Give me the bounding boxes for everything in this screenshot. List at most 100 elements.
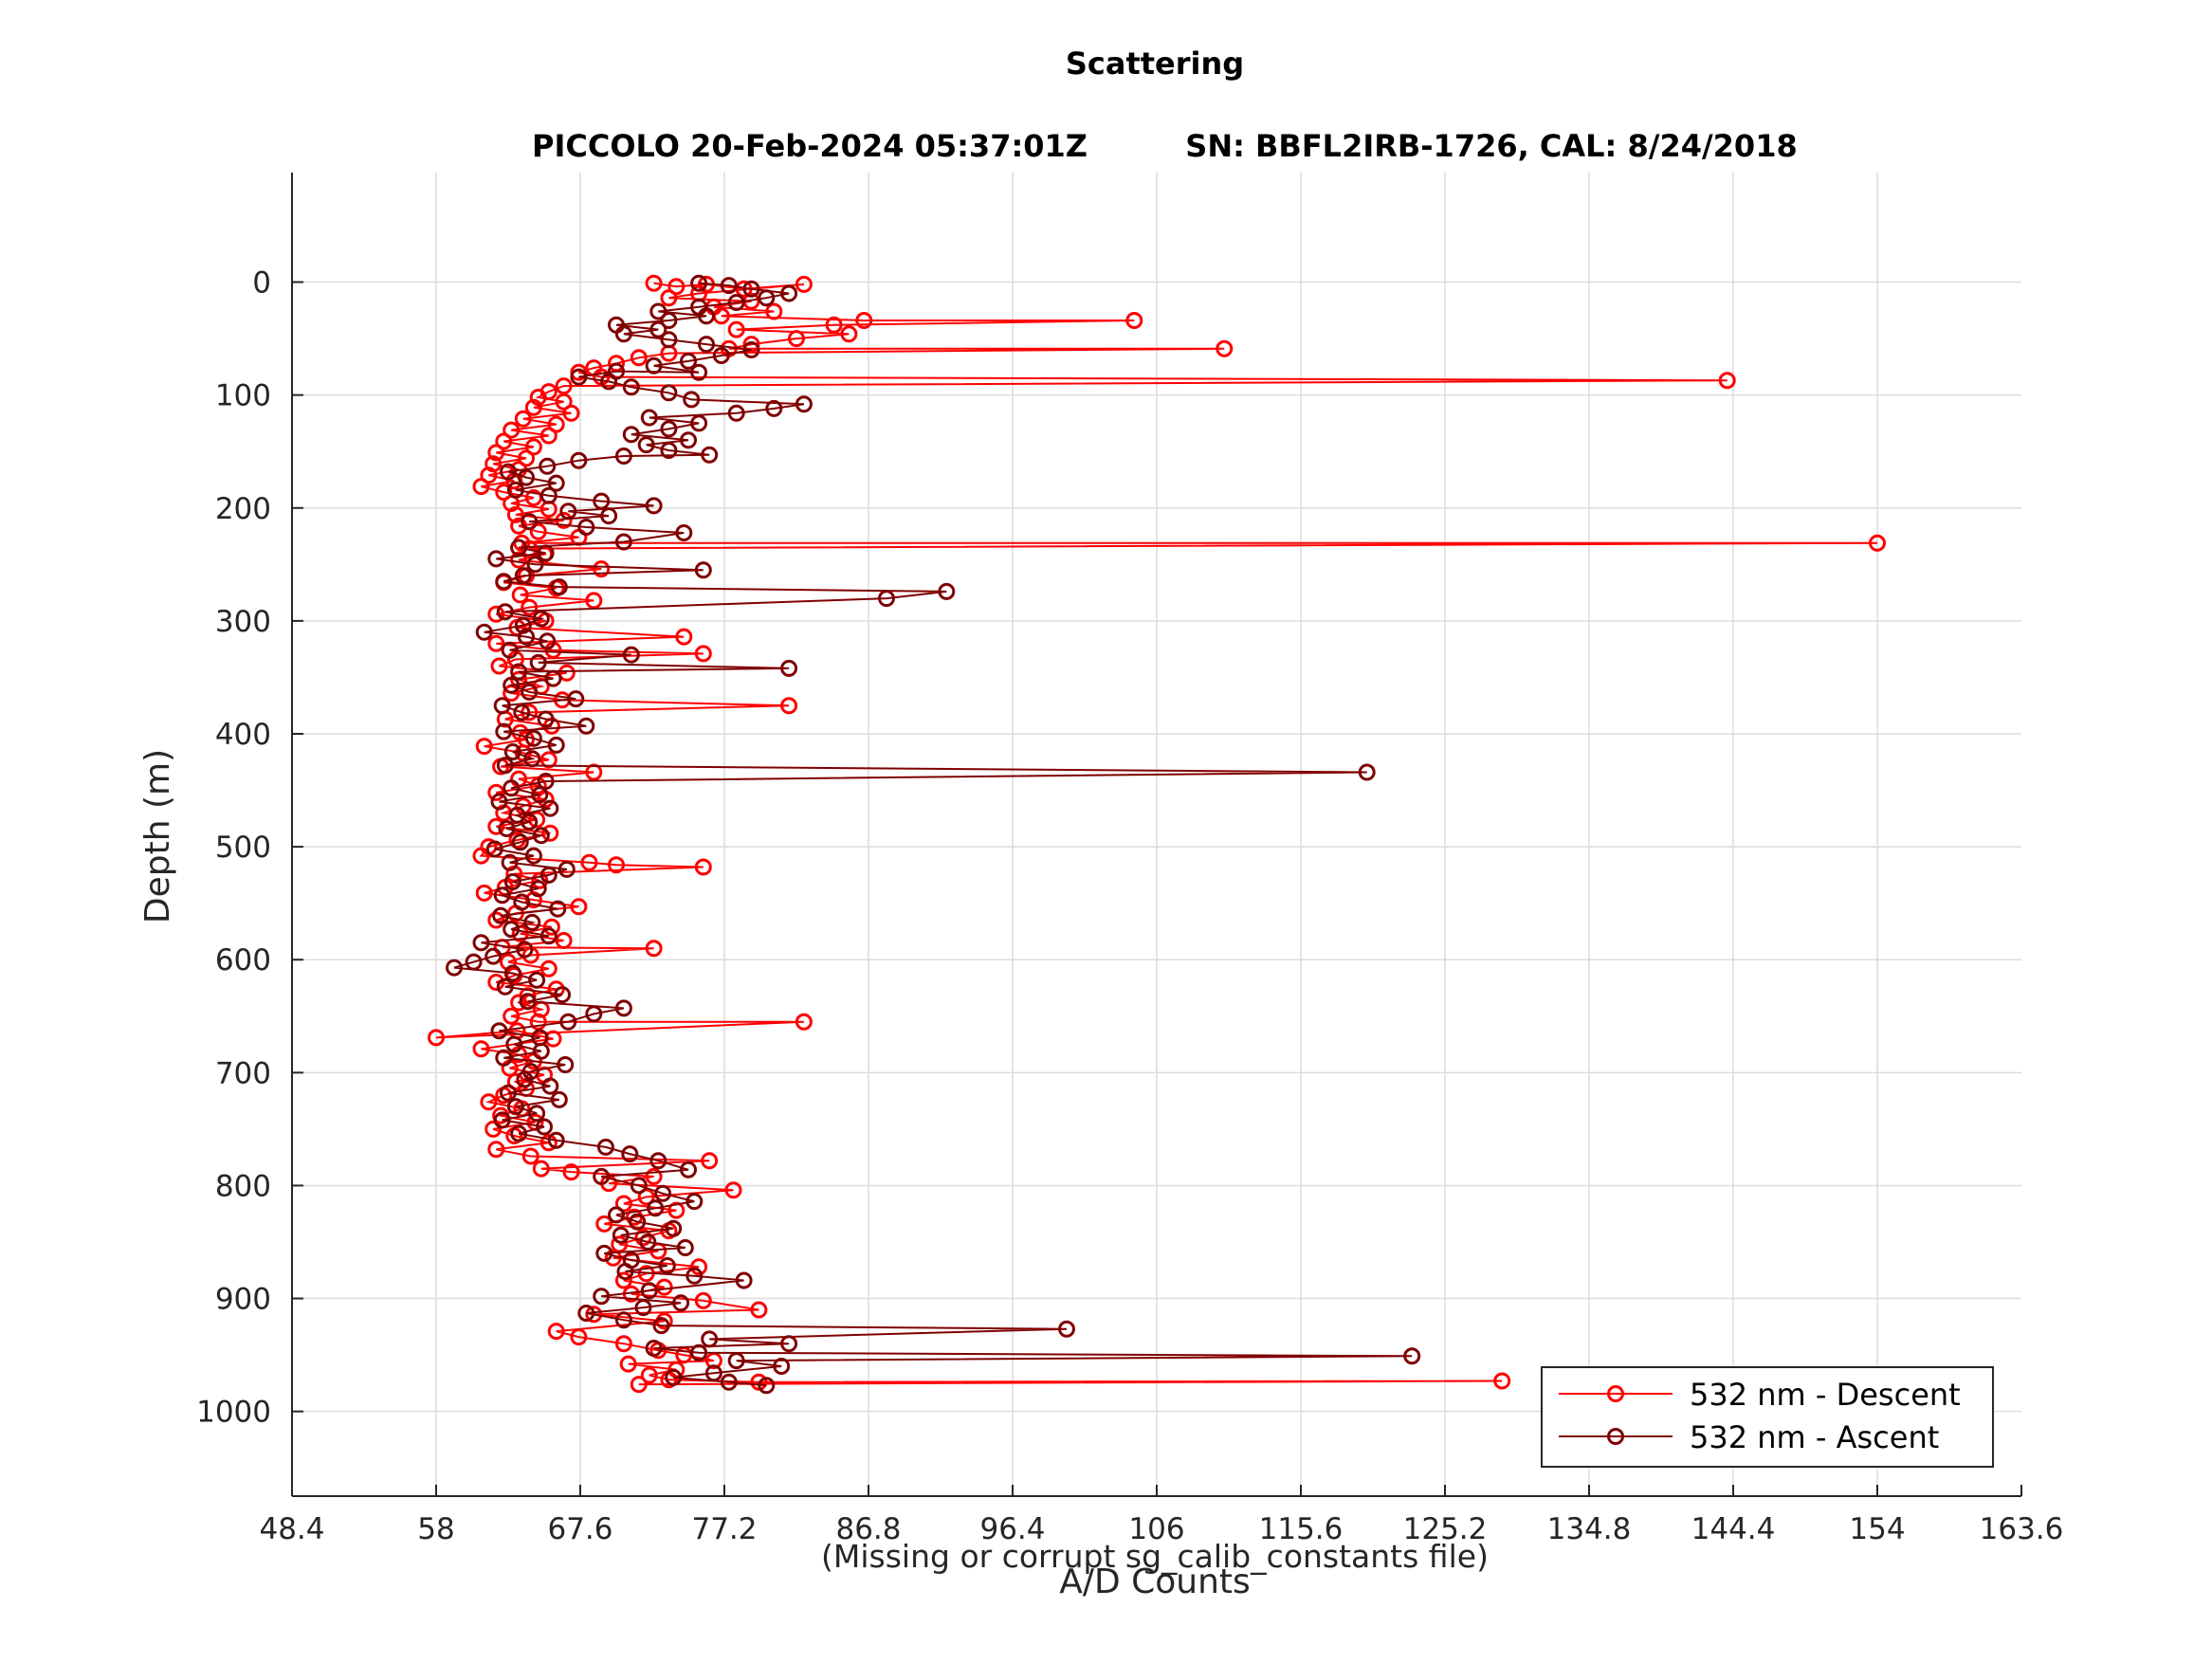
data-point [577,1305,595,1322]
data-point [645,356,663,375]
x-tick-label: 48.4 [259,1512,324,1546]
data-point [629,1213,647,1231]
data-point [704,1364,722,1382]
data-point [547,415,565,433]
data-series [428,274,1886,1395]
data-point [529,880,547,898]
x-tick-label: 154 [1849,1512,1905,1546]
data-point [487,550,505,568]
data-point [518,468,535,486]
y-axis-label: Depth (m) [138,749,177,923]
data-point [531,1029,549,1047]
data-point [694,561,712,579]
data-point [495,1049,513,1067]
data-point [683,391,701,409]
data-point [593,492,611,510]
data-point [621,1145,639,1163]
x-tick-label: 163.6 [1980,1512,2064,1546]
legend: 532 nm - Descent 532 nm - Ascent [1541,1366,1994,1468]
data-point [498,820,516,837]
data-point [446,959,463,977]
x-tick-label: 125.2 [1403,1512,1488,1546]
x-axis-label: A/D Counts [1059,1562,1251,1601]
data-point [825,316,843,334]
data-point [608,856,625,874]
data-point [608,362,625,380]
data-point [496,603,514,621]
data-point [528,1105,546,1123]
data-point [639,1234,657,1251]
data-point [511,833,529,851]
data-point [634,1229,652,1247]
data-point [658,1257,676,1274]
x-axis-note: (Missing or corrupt sg_calib_constants f… [821,1538,1489,1575]
data-point [529,653,547,671]
data-point [549,900,567,918]
y-tick-label: 400 [215,718,271,752]
data-point [532,610,550,628]
x-tick-label: 96.4 [979,1512,1045,1546]
series-ascent [446,274,1421,1395]
y-tick-label: 1000 [196,1396,271,1430]
data-point [655,1278,673,1296]
data-point [531,786,549,804]
data-point [701,1152,719,1170]
x-tick-label: 144.4 [1691,1512,1776,1546]
data-point [593,1288,611,1306]
y-tick-label: 100 [215,379,271,413]
data-point [630,349,648,367]
data-point [680,431,697,449]
data-point [485,840,503,858]
data-point [701,446,719,464]
data-point [428,1029,445,1047]
data-point [596,1138,614,1156]
data-point [505,1035,523,1053]
data-point [495,722,513,740]
data-point [795,275,813,293]
data-point [614,999,632,1017]
data-point [698,336,715,354]
data-point [472,1040,490,1058]
data-point [938,582,956,600]
data-point [660,312,678,329]
data-point [475,738,493,756]
data-point [496,757,514,775]
data-point [1125,312,1143,329]
data-point [614,1195,632,1213]
data-point [542,918,560,936]
data-point [521,683,539,701]
data-point [637,1188,655,1206]
data-point [510,539,528,557]
data-point [510,1124,528,1142]
data-point [493,886,511,905]
data-point [727,320,745,338]
data-point [539,457,557,475]
data-point [640,409,658,427]
data-point [555,377,573,395]
data-point [649,320,667,338]
data-point [472,478,490,496]
data-point [570,898,588,916]
data-point [614,1271,632,1289]
data-point [559,503,577,521]
x-tick-label: 106 [1128,1512,1184,1546]
data-point [619,1355,637,1373]
data-point [701,1330,719,1348]
data-point [536,1118,553,1136]
data-point [539,866,558,884]
data-point [773,1358,791,1375]
data-point [539,1134,558,1152]
x-tick-label: 77.2 [691,1512,757,1546]
legend-marker-descent [1607,1385,1624,1402]
data-point [524,729,542,747]
data-point [503,779,521,797]
data-point [585,592,603,610]
data-point [600,507,618,525]
data-point [667,1201,686,1219]
data-point [612,1226,630,1244]
data-point [570,368,588,386]
data-point [690,274,708,292]
data-point [614,533,632,551]
data-point [518,628,535,646]
